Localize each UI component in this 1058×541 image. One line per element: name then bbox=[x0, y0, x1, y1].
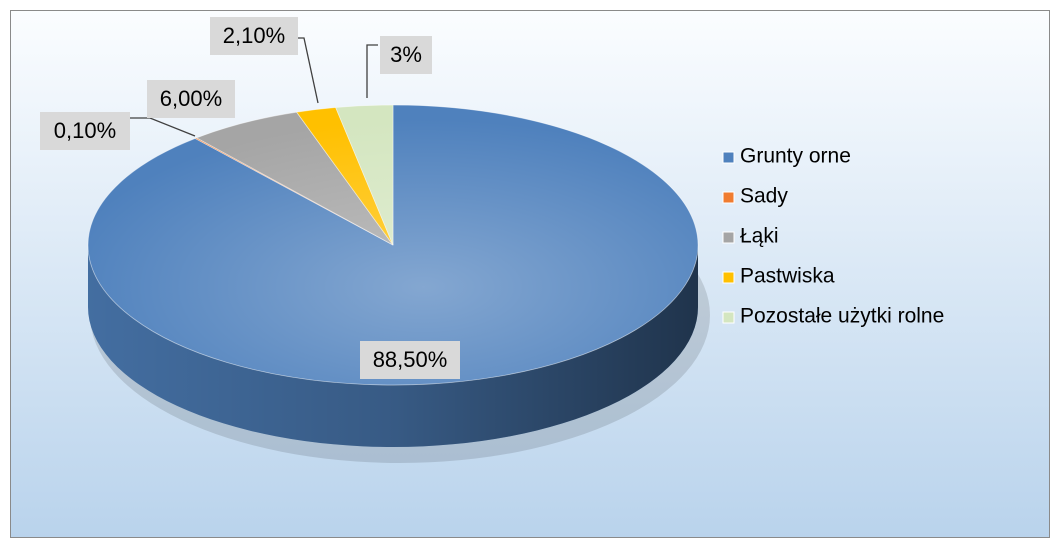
side-shade bbox=[88, 245, 698, 447]
leader-line bbox=[366, 44, 378, 98]
slice-shine bbox=[88, 105, 698, 385]
legend-label: Pastwiska bbox=[740, 265, 835, 288]
pie bbox=[87, 104, 699, 447]
legend-swatch bbox=[722, 191, 735, 204]
data-label: 88,50% bbox=[373, 347, 448, 372]
legend-swatch bbox=[722, 231, 735, 244]
data-label: 3% bbox=[390, 42, 422, 67]
legend-swatch bbox=[722, 151, 735, 164]
data-label-box bbox=[210, 17, 298, 55]
data-label-box bbox=[40, 112, 130, 150]
data-label-box bbox=[360, 341, 460, 379]
legend: Grunty orne Sady Łąki Pastwiska Pozostałe uż… bbox=[722, 145, 944, 328]
legend-swatch bbox=[722, 311, 735, 324]
data-label-box bbox=[147, 80, 235, 118]
legend-label: Grunty orne bbox=[740, 145, 851, 168]
data-label: 0,10% bbox=[54, 118, 116, 143]
data-label: 6,00% bbox=[160, 86, 222, 111]
legend-label: Pozostałe użytki rolne bbox=[740, 305, 944, 328]
legend-label: Łąki bbox=[740, 225, 779, 248]
data-labels: 88,50% 0,10% 6,00% 2,10% 3% bbox=[40, 17, 460, 379]
data-label-box bbox=[380, 36, 432, 74]
data-label: 2,10% bbox=[223, 23, 285, 48]
legend-label: Sady bbox=[740, 185, 788, 208]
leader-line bbox=[298, 37, 319, 104]
legend-swatch bbox=[722, 271, 735, 284]
